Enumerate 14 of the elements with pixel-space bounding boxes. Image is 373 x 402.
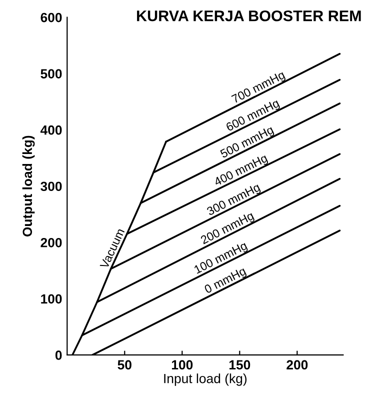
x-tick-label: 50 xyxy=(118,360,132,370)
x-tick-label: 200 xyxy=(286,360,308,370)
y-tick-label: 300 xyxy=(40,182,62,192)
x-tick-label: 150 xyxy=(229,360,250,370)
y-tick-label: 100 xyxy=(41,294,62,304)
x-tick-label: 100 xyxy=(172,360,193,370)
y-tick-label: 200 xyxy=(40,238,62,248)
chart-title: KURVA KERJA BOOSTER REM xyxy=(137,10,361,22)
y-tick-label: 400 xyxy=(40,125,62,135)
y-axis-title: Output load (kg) xyxy=(22,136,35,237)
y-tick-label: 0 xyxy=(55,350,62,360)
y-tick-label: 500 xyxy=(40,69,62,78)
y-tick-label: 600 xyxy=(40,12,62,22)
x-axis-title: Input load (kg) xyxy=(164,374,247,386)
